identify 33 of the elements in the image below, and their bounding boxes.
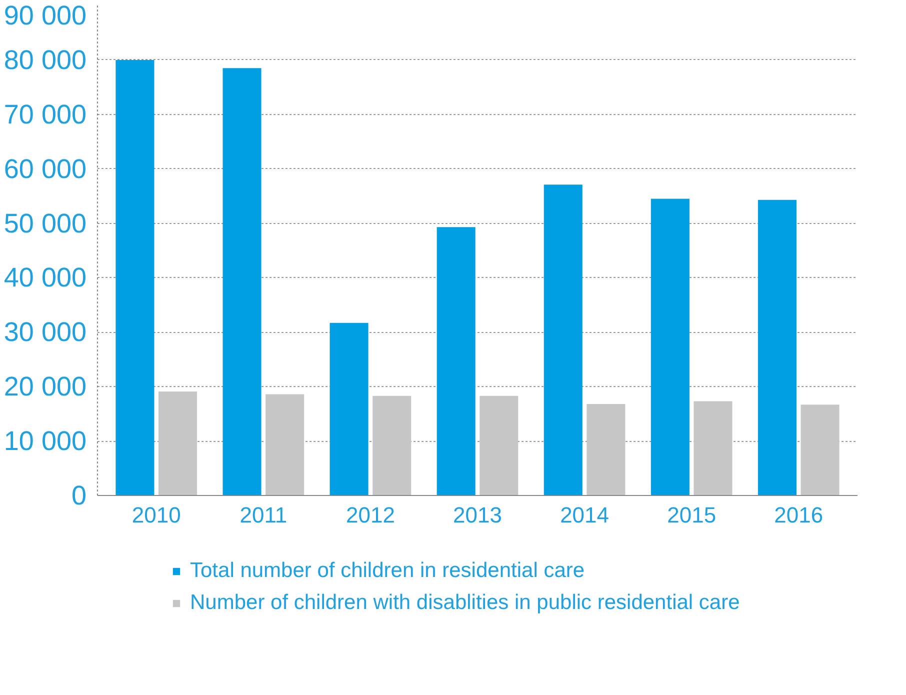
y-tick-label: 70 000 — [4, 99, 87, 130]
x-tick-label: 2010 — [132, 502, 181, 528]
y-tick-label: 50 000 — [4, 208, 87, 238]
bar — [158, 392, 198, 496]
bar — [694, 401, 732, 496]
x-tick-label: 2015 — [667, 502, 716, 528]
bar — [372, 396, 412, 496]
legend-label: Number of children with disablities in public residential care — [190, 591, 740, 615]
y-tick-label: 0 — [71, 480, 87, 510]
bar — [480, 396, 518, 496]
bar — [330, 322, 368, 496]
y-tick-label: 60 000 — [4, 154, 87, 184]
bar — [544, 184, 582, 496]
legend-label: Total number of children in residential care — [190, 559, 585, 583]
bar — [758, 200, 796, 496]
y-tick-label: 20 000 — [4, 372, 87, 402]
bar — [266, 394, 304, 496]
y-tick-label: 30 000 — [4, 317, 87, 348]
bar — [116, 60, 154, 496]
bar — [222, 68, 262, 496]
x-tick-label: 2011 — [240, 502, 288, 528]
y-tick-label: 80 000 — [4, 44, 87, 75]
bar — [650, 198, 690, 496]
x-tick-label: 2014 — [560, 502, 610, 528]
bar — [800, 404, 840, 496]
x-tick-label: 2016 — [774, 502, 824, 528]
x-tick-label: 2012 — [346, 502, 395, 528]
y-tick-label: 10 000 — [4, 426, 87, 456]
y-tick-label: 40 000 — [4, 262, 87, 293]
y-tick-label: 90 000 — [4, 0, 87, 30]
bar — [436, 227, 476, 496]
x-tick-label: 2013 — [453, 502, 502, 528]
bar — [586, 404, 626, 496]
